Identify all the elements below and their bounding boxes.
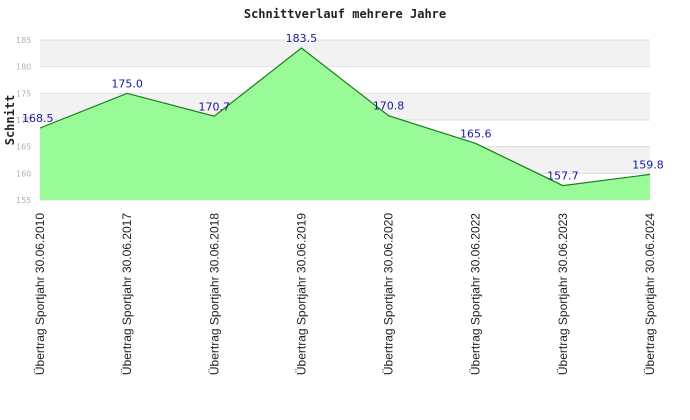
y-tick-label: 170 xyxy=(16,116,31,125)
x-tick-label: Übertrag Sportjahr 30.06.2010 xyxy=(33,213,47,375)
x-tick-label: Übertrag Sportjahr 30.06.2019 xyxy=(294,213,308,375)
data-label: 159.8 xyxy=(632,158,664,171)
y-axis-ticks: 155 160 165 170 175 180 185 xyxy=(16,36,31,205)
data-label: 170.8 xyxy=(373,100,405,113)
y-tick-label: 160 xyxy=(16,169,31,178)
y-tick-label: 175 xyxy=(16,89,31,98)
data-label: 183.5 xyxy=(286,32,318,45)
data-label: 165.6 xyxy=(460,127,492,140)
x-tick-label: Übertrag Sportjahr 30.06.2023 xyxy=(556,213,570,375)
x-tick-label: Übertrag Sportjahr 30.06.2024 xyxy=(643,213,657,375)
data-labels: 168.5 175.0 170.7 183.5 170.8 165.6 157.7 159.8 xyxy=(22,32,664,183)
x-tick-label: Übertrag Sportjahr 30.06.2018 xyxy=(207,213,221,375)
y-tick-label: 155 xyxy=(16,196,31,205)
y-tick-label: 165 xyxy=(16,143,31,152)
series-line xyxy=(39,47,651,187)
chart-title: Schnittverlauf mehrere Jahre xyxy=(244,7,446,21)
y-tick-label: 185 xyxy=(16,36,31,45)
data-label: 168.5 xyxy=(22,112,54,125)
area-fill xyxy=(40,48,650,200)
data-label: 170.7 xyxy=(199,100,231,113)
x-tick-label: Übertrag Sportjahr 30.06.2020 xyxy=(382,213,396,375)
x-tick-label: Übertrag Sportjahr 30.06.2022 xyxy=(469,213,483,375)
plot-band xyxy=(40,40,650,67)
x-tick-label: Übertrag Sportjahr 30.06.2017 xyxy=(120,213,134,375)
y-tick-label: 180 xyxy=(16,63,31,72)
data-label: 157.7 xyxy=(547,170,579,183)
data-label: 175.0 xyxy=(111,77,143,90)
x-axis-ticks: Übertrag Sportjahr 30.06.2010 Übertrag Sp… xyxy=(33,213,657,375)
y-axis-label: Schnitt xyxy=(3,95,17,146)
data-area xyxy=(39,47,651,200)
